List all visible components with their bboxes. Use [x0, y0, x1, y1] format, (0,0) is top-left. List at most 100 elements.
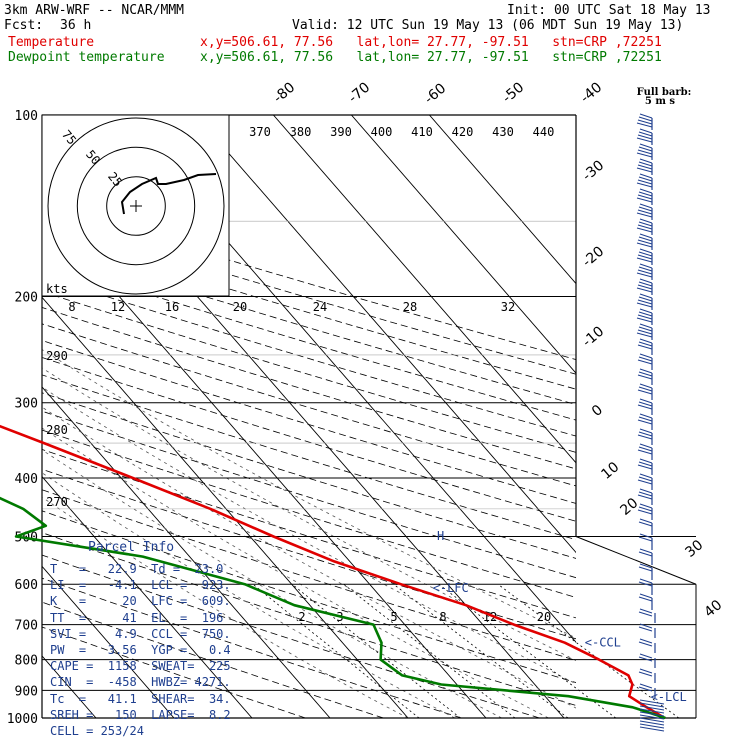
theta-label: 430 — [492, 125, 514, 139]
wind-barb-flags — [637, 488, 653, 500]
forecast-hours: 36 h — [60, 18, 92, 33]
wind-barb-flags — [638, 563, 653, 572]
wind-barb-surface — [639, 711, 665, 717]
wind-barb-flags — [638, 518, 653, 527]
temperature-profile-line — [0, 424, 666, 720]
wind-barb-flags — [636, 278, 653, 293]
parcel-info-row: CELL = 253/24 — [50, 724, 144, 738]
dewpoint-profile-line — [0, 496, 666, 720]
moist-adiabat-line — [42, 349, 576, 639]
parcel-info-row: CAPE = 1158 SWEAT= 225 — [50, 659, 231, 674]
moist-adiabat-line — [42, 406, 576, 709]
upper-x-label: 8 — [68, 300, 75, 314]
barb-unit: 5 m s — [645, 96, 676, 107]
wind-barb-flags — [636, 263, 653, 278]
dry-adiabat-line — [42, 626, 306, 718]
theta-label: 400 — [371, 125, 393, 139]
dry-adiabat-line — [42, 532, 576, 706]
temperature-tick-label: -10 — [580, 323, 608, 350]
dewpoint-legend-info: x,y=506.61, 77.56 lat,lon= 27.77, -97.51… — [200, 50, 662, 65]
wind-barb-surface — [639, 699, 665, 705]
hodograph-ring — [47, 117, 225, 295]
wind-barb-flags — [637, 398, 653, 410]
dry-adiabat-line — [42, 429, 576, 598]
theta-label: 370 — [249, 125, 271, 139]
upper-x-label: 24 — [313, 300, 327, 314]
moist-adiabat-line — [42, 472, 455, 718]
upper-x-label: 32 — [501, 300, 515, 314]
dry-adiabat-line — [42, 489, 576, 661]
wind-barb-flags — [638, 623, 653, 632]
hodograph-ring — [106, 176, 166, 236]
mixing-ratio-line — [497, 583, 680, 718]
pressure-tick-label: 100 — [15, 109, 38, 124]
parcel-info-row: SREH = 150 LAPSE= 8.2 — [50, 707, 231, 722]
wind-barb-flags — [637, 353, 653, 365]
dry-adiabat-line — [42, 601, 384, 718]
wind-barb-flags — [638, 683, 653, 692]
upper-x-label: 12 — [111, 300, 125, 314]
parcel-info-row: LI = -4.1 LCL = 923. — [50, 578, 231, 593]
wind-barb-flags — [636, 143, 653, 158]
wind-barb-flags — [637, 413, 653, 425]
isotherm-line — [351, 115, 576, 374]
wind-barb-flags — [638, 548, 653, 557]
theta-label: 380 — [290, 125, 312, 139]
temperature-legend-label: Temperature — [8, 35, 95, 50]
wind-barb-surface — [639, 717, 665, 723]
isotherm-line — [42, 296, 409, 718]
mixing-ratio-label: 8 — [439, 610, 446, 624]
wind-barb-surface — [639, 705, 665, 711]
wind-barb-flags — [637, 368, 653, 380]
barb-header: Full barb: — [637, 87, 692, 98]
dewpoint-legend-label: Dewpoint temperature — [8, 50, 165, 65]
pressure-tick-label: 1000 — [7, 712, 38, 727]
dry-adiabat-line — [42, 449, 576, 619]
temperature-tick-label: -70 — [346, 79, 374, 106]
pressure-tick-label: 400 — [15, 472, 38, 487]
parcel-info-row: Tc = 41.1 SHEAR= 34. — [50, 691, 231, 706]
wind-barb-flags — [636, 293, 653, 308]
wind-barb-flags — [638, 593, 653, 602]
pressure-tick-label: 300 — [15, 397, 38, 412]
wind-barb-surface — [639, 720, 665, 726]
wind-barb-flags — [636, 323, 653, 338]
wind-barb-flags — [638, 608, 653, 617]
temperature-tick-label: 20 — [617, 495, 641, 519]
theta-label: 410 — [411, 125, 433, 139]
parcel-info-row: T = 22.9 Td = 23.0 — [50, 562, 224, 576]
wind-barb-flags — [636, 113, 653, 128]
isotherm-line — [429, 115, 576, 285]
theta-label-low: 290 — [46, 349, 68, 363]
mixing-ratio-label: 5 — [390, 610, 397, 624]
wind-barb-flags — [638, 578, 653, 587]
valid-time: Valid: 12 UTC Sun 19 May 13 (06 MDT Sun … — [292, 18, 684, 33]
mixing-ratio-label: 2 — [298, 610, 305, 624]
wind-barb-flags — [638, 638, 653, 647]
wind-barb-surface — [639, 723, 665, 729]
temperature-tick-label: 10 — [598, 459, 622, 483]
theta-label-low: 270 — [46, 495, 68, 509]
wind-barb-surface — [639, 702, 665, 708]
temperature-tick-label: 30 — [682, 537, 706, 561]
isotherm-line — [42, 386, 331, 718]
wind-barb-flags — [637, 458, 653, 470]
temperature-tick-label: -40 — [578, 79, 606, 106]
wind-barb-flags — [637, 443, 653, 455]
temperature-tick-label: -50 — [500, 79, 528, 106]
theta-label: 420 — [452, 125, 474, 139]
parcel-info-row: SVI = 4.9 CCL = 750. — [50, 626, 231, 641]
wind-barb-surface — [639, 726, 665, 732]
parcel-info-row: TT = 41 EL = 196 — [50, 610, 224, 625]
dry-adiabat-line — [42, 468, 576, 640]
pressure-tick-label: 700 — [15, 619, 38, 634]
dry-adiabat-line — [42, 410, 576, 579]
wind-barb-flags — [636, 158, 653, 173]
wind-barb-flags — [636, 188, 653, 203]
isotherm-line — [273, 115, 576, 464]
parcel-info-row: K = 20 LFC = 609. — [50, 594, 231, 609]
wind-barb-surface — [639, 708, 665, 714]
hodograph-trace — [120, 173, 217, 215]
pressure-tick-label: 800 — [15, 654, 38, 669]
upper-x-label: 16 — [165, 300, 179, 314]
